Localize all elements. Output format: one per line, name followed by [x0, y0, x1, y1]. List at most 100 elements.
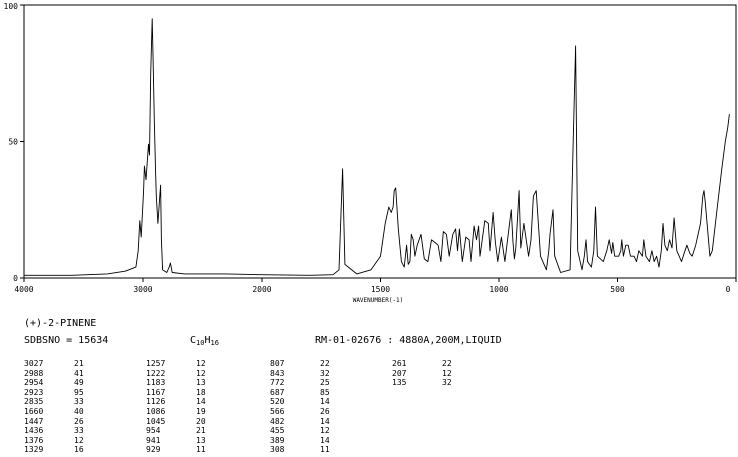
peak-row: 389 14 [270, 436, 340, 446]
peak-transmittance: 14 [320, 416, 330, 426]
peak-wavenumber: 1257 [146, 359, 166, 368]
peak-transmittance: 12 [196, 359, 206, 368]
peak-row: 807 22 [270, 359, 340, 369]
peak-row: 1183 13 [146, 378, 216, 388]
molecular-formula: C10H16 [190, 335, 219, 349]
peak-transmittance: 41 [74, 368, 84, 378]
peak-row: 1660 40 [24, 407, 94, 417]
peak-transmittance: 14 [320, 397, 330, 407]
peak-transmittance: 12 [196, 368, 206, 378]
peak-row: 1222 12 [146, 369, 216, 379]
peak-transmittance: 11 [320, 445, 330, 455]
peak-transmittance: 22 [320, 359, 330, 368]
peak-transmittance: 21 [196, 426, 206, 436]
peak-row: 308 11 [270, 445, 340, 455]
x-tick-label: 4000 [14, 285, 33, 294]
peak-transmittance: 19 [196, 406, 206, 416]
peak-row: 1376 12 [24, 436, 94, 446]
peak-row: 1447 26 [24, 417, 94, 427]
peak-transmittance: 20 [196, 416, 206, 426]
peak-transmittance: 85 [320, 387, 330, 397]
peak-row: 135 32 [392, 378, 462, 388]
y-tick-label: 50 [8, 138, 18, 147]
peak-wavenumber: 455 [270, 426, 285, 436]
peak-wavenumber: 2954 [24, 378, 44, 388]
x-tick-label: 1000 [489, 285, 508, 294]
peak-row: 929 11 [146, 445, 216, 455]
peak-wavenumber: 2988 [24, 368, 44, 378]
peak-wavenumber: 135 [392, 378, 407, 388]
compound-name: (+)-2-PINENE [24, 318, 97, 329]
x-tick-label: 1500 [371, 285, 390, 294]
peak-transmittance: 22 [442, 359, 452, 368]
peak-column: 3027 21 2988 41 2954 49 2923 95 2835 33 1660 40 1447… [24, 359, 94, 455]
peak-wavenumber: 807 [270, 359, 285, 368]
peak-row: 1086 19 [146, 407, 216, 417]
peak-transmittance: 14 [196, 397, 206, 407]
peak-column: 807 22 843 32 772 25 687 85 520 14 566 26 482 14 455 12… [270, 359, 340, 455]
peak-transmittance: 16 [74, 445, 84, 455]
peak-row: 261 22 [392, 359, 462, 369]
peak-transmittance: 95 [74, 387, 84, 397]
peak-wavenumber: 1436 [24, 426, 44, 436]
peak-wavenumber: 843 [270, 368, 285, 378]
spectrum-line [24, 18, 730, 276]
peak-row: 772 25 [270, 378, 340, 388]
formula-c: C [190, 335, 197, 346]
peak-wavenumber: 207 [392, 368, 407, 378]
x-tick-label: 0 [726, 285, 731, 294]
peak-wavenumber: 1167 [146, 387, 166, 397]
peak-row: 3027 21 [24, 359, 94, 369]
peak-wavenumber: 2835 [24, 397, 44, 407]
x-tick-label: 500 [610, 285, 625, 294]
peak-transmittance: 13 [196, 378, 206, 388]
peak-transmittance: 32 [442, 378, 452, 388]
peak-wavenumber: 1086 [146, 406, 166, 416]
peak-wavenumber: 389 [270, 435, 285, 445]
peak-row: 954 21 [146, 426, 216, 436]
peak-row: 2988 41 [24, 369, 94, 379]
peak-wavenumber: 1329 [24, 445, 44, 455]
x-tick-label: 3000 [133, 285, 152, 294]
plot-frame [23, 4, 737, 279]
peak-wavenumber: 772 [270, 378, 285, 388]
peak-row: 207 12 [392, 369, 462, 379]
peak-row: 455 12 [270, 426, 340, 436]
y-tick-label: 0 [13, 274, 18, 283]
peak-row: 2954 49 [24, 378, 94, 388]
y-tick-label: 100 [4, 2, 19, 11]
peak-transmittance: 32 [320, 368, 330, 378]
peak-wavenumber: 482 [270, 416, 285, 426]
peak-row: 1436 33 [24, 426, 94, 436]
peak-transmittance: 25 [320, 378, 330, 388]
peak-wavenumber: 1660 [24, 406, 44, 416]
peak-wavenumber: 929 [146, 445, 161, 455]
peak-wavenumber: 1183 [146, 378, 166, 388]
peak-transmittance: 18 [196, 387, 206, 397]
peak-wavenumber: 687 [270, 387, 285, 397]
peak-transmittance: 21 [74, 359, 84, 368]
peak-transmittance: 33 [74, 426, 84, 436]
peak-wavenumber: 1045 [146, 416, 166, 426]
peak-wavenumber: 520 [270, 397, 285, 407]
ir-spectrum-chart: 4000 3000 2000 1500 1000 500 0 0 50 100 WAVENUMB… [4, 2, 737, 304]
formula-c-sub: 10 [196, 339, 205, 347]
peak-transmittance: 33 [74, 397, 84, 407]
peak-wavenumber: 1376 [24, 435, 44, 445]
peak-row: 520 14 [270, 397, 340, 407]
peak-wavenumber: 1222 [146, 368, 166, 378]
peak-wavenumber: 308 [270, 445, 285, 455]
peak-row: 1329 16 [24, 445, 94, 455]
formula-h: H [204, 335, 211, 346]
peak-transmittance: 14 [320, 435, 330, 445]
peak-row: 941 13 [146, 436, 216, 446]
peak-wavenumber: 566 [270, 406, 285, 416]
peak-row: 482 14 [270, 417, 340, 427]
peak-transmittance: 40 [74, 406, 84, 416]
x-tick-label: 2000 [252, 285, 271, 294]
sdbs-number: SDBSNO = 15634 [24, 335, 109, 346]
peak-wavenumber: 941 [146, 435, 161, 445]
peak-transmittance: 49 [74, 378, 84, 388]
peak-row: 566 26 [270, 407, 340, 417]
peak-transmittance: 11 [196, 445, 206, 455]
